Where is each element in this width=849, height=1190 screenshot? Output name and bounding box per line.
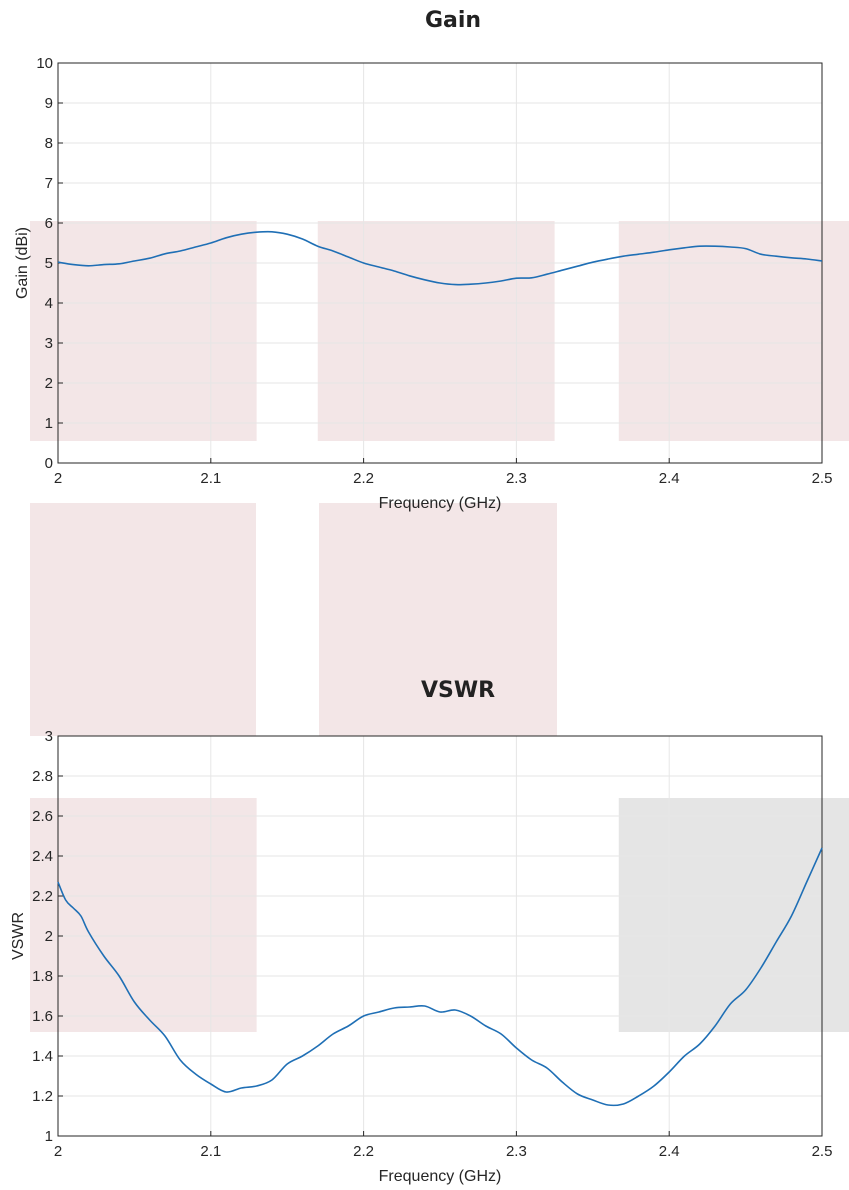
- vswr-y-tick-label: 2: [45, 928, 53, 945]
- vswr-y-tick-label: 1.6: [32, 1008, 53, 1025]
- vswr-y-tick-label: 1: [45, 1128, 53, 1145]
- gain-y-tick-label: 7: [45, 175, 53, 192]
- gain-x-tick-label: 2.1: [200, 470, 221, 487]
- gain-chart: Gain 0 1 2 3 4 5 6 7 8 9 10 2 2.1 2.2 2.3 2.4 2.5 Frequ…: [14, 8, 849, 512]
- gain-x-tick-label: 2: [54, 470, 62, 487]
- vswr-chart: VSWR 1 1.2 1.4 1.6 1.8 2 2.2 2.4 2.6 2.8 3 2 2.1 2.2…: [10, 678, 849, 1185]
- gain-y-tick-label: 1: [45, 415, 53, 432]
- gain-y-tick-label: 3: [45, 335, 53, 352]
- vswr-x-tick-label: 2.2: [353, 1143, 374, 1160]
- decorative-highlight-block: [30, 503, 256, 736]
- gain-chart-title: Gain: [425, 8, 481, 33]
- vswr-x-tick-label: 2.3: [506, 1143, 527, 1160]
- gain-x-tick-label: 2.5: [812, 470, 833, 487]
- gain-y-tick-label: 0: [45, 455, 53, 472]
- vswr-x-tick-label: 2.4: [659, 1143, 680, 1160]
- gain-y-axis-label: Gain (dBi): [14, 227, 31, 299]
- vswr-y-tick-label: 1.8: [32, 968, 53, 985]
- vswr-x-tick-label: 2.5: [812, 1143, 833, 1160]
- vswr-y-tick-label: 2.6: [32, 808, 53, 825]
- gain-x-tick-label: 2.4: [659, 470, 680, 487]
- vswr-y-tick-label: 1.2: [32, 1088, 53, 1105]
- vswr-y-tick-label: 3: [45, 728, 53, 745]
- gain-x-tick-label: 2.2: [353, 470, 374, 487]
- vswr-highlight-band: [30, 798, 257, 1032]
- vswr-y-axis-label: VSWR: [10, 912, 27, 960]
- gain-y-tick-label: 10: [36, 55, 53, 72]
- gain-y-tick-label: 2: [45, 375, 53, 392]
- vswr-highlight-band: [618, 798, 849, 1032]
- gain-highlight-band: [618, 221, 849, 441]
- vswr-y-tick-label: 2.2: [32, 888, 53, 905]
- vswr-chart-title: VSWR: [421, 678, 495, 703]
- gain-highlight-band: [30, 221, 257, 441]
- gain-y-tick-label: 6: [45, 215, 53, 232]
- vswr-x-tick-label: 2.1: [200, 1143, 221, 1160]
- gain-y-tick-label: 9: [45, 95, 53, 112]
- gain-y-tick-label: 8: [45, 135, 53, 152]
- gain-highlight-band: [317, 221, 555, 441]
- gain-x-tick-label: 2.3: [506, 470, 527, 487]
- vswr-x-tick-label: 2: [54, 1143, 62, 1160]
- vswr-y-tick-label: 1.4: [32, 1048, 53, 1065]
- gain-y-tick-label: 4: [45, 295, 53, 312]
- vswr-series-line: [57, 847, 823, 1107]
- vswr-y-tick-label: 2.4: [32, 848, 53, 865]
- vswr-y-tick-label: 2.8: [32, 768, 53, 785]
- vswr-x-axis-label: Frequency (GHz): [379, 1168, 502, 1185]
- gain-y-tick-label: 5: [45, 255, 53, 272]
- gain-x-axis-label: Frequency (GHz): [379, 495, 502, 512]
- gain-series-line: [57, 230, 823, 286]
- decorative-highlight-block: [319, 503, 557, 736]
